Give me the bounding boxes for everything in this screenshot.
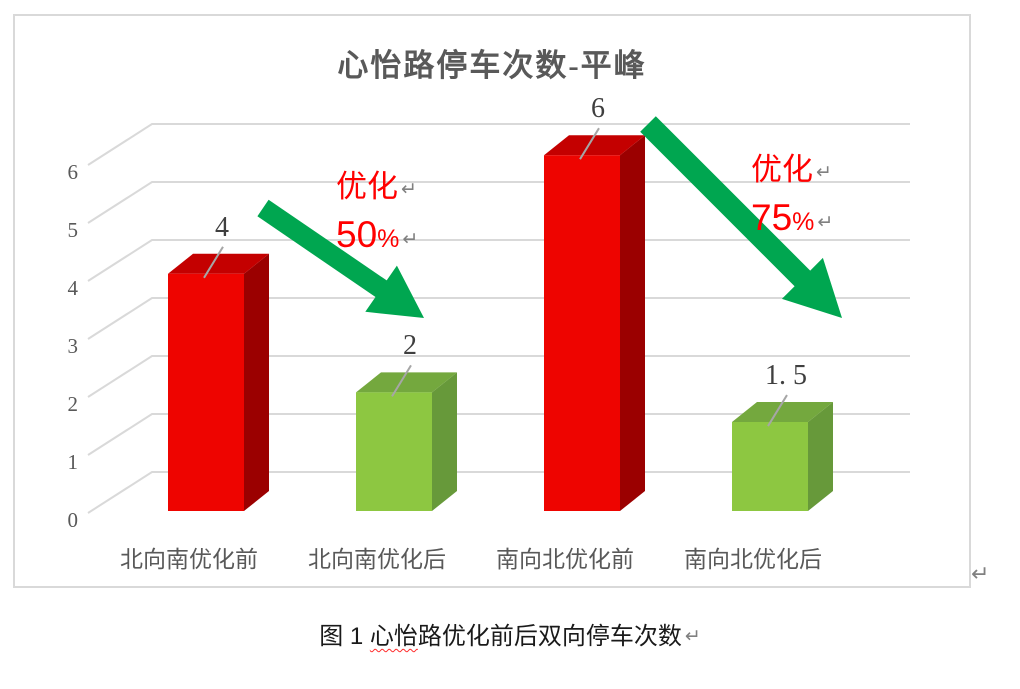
- chart-frame[interactable]: [13, 14, 971, 588]
- annotation-optimize-50: 优化 ↵ 50% ↵: [336, 166, 418, 264]
- annotation-unit: %: [377, 225, 400, 253]
- line-break-mark: ↵: [684, 625, 701, 647]
- line-break-mark: ↵: [971, 562, 990, 587]
- y-axis-tick-label: 5: [67, 218, 79, 242]
- y-axis-tick-label: 2: [67, 392, 79, 416]
- caption-text: 图 1: [319, 623, 370, 650]
- category-label: 南向北优化后: [684, 547, 822, 572]
- line-break-mark: ↵: [817, 211, 834, 233]
- caption-misspelled-text: 心怡: [369, 623, 418, 650]
- y-axis-tick-label: 3: [67, 334, 79, 358]
- annotation-unit: %: [792, 208, 815, 236]
- line-break-mark: ↵: [401, 178, 417, 200]
- figure-caption: 图 1 心怡路优化前后双向停车次数 ↵: [0, 616, 1020, 651]
- category-label: 北向南优化后: [308, 547, 446, 572]
- annotation-line: 优化 ↵: [751, 149, 833, 197]
- annotation-optimize-75: 优化 ↵ 75% ↵: [751, 149, 833, 247]
- annotation-line: 50% ↵: [336, 214, 418, 264]
- annotation-label: 优化: [751, 152, 813, 187]
- y-axis-tick-label: 4: [67, 276, 79, 300]
- annotation-value: 75: [751, 197, 793, 238]
- annotation-value: 50: [336, 214, 378, 255]
- annotation-line: 优化 ↵: [336, 166, 418, 214]
- y-axis-tick-label: 0: [67, 508, 79, 532]
- bar-value-label: 6: [591, 93, 605, 125]
- caption-text: 路优化前后双向停车次数: [417, 623, 682, 650]
- line-break-mark: ↵: [402, 228, 419, 250]
- bar-value-label: 1. 5: [765, 360, 807, 392]
- category-label: 南向北优化前: [496, 547, 634, 572]
- category-label: 北向南优化前: [120, 547, 258, 572]
- figure-caption-text: 图 1 心怡路优化前后双向停车次数: [319, 623, 682, 650]
- bar-value-label: 2: [403, 330, 417, 362]
- bar-value-label: 4: [215, 211, 229, 243]
- y-axis-tick-label: 1: [67, 450, 79, 474]
- y-axis-tick-label: 6: [67, 160, 79, 184]
- annotation-line: 75% ↵: [751, 197, 833, 247]
- chart-title: 心怡路停车次数-平峰: [337, 48, 647, 83]
- annotation-label: 优化: [336, 169, 398, 204]
- line-break-mark: ↵: [816, 161, 832, 183]
